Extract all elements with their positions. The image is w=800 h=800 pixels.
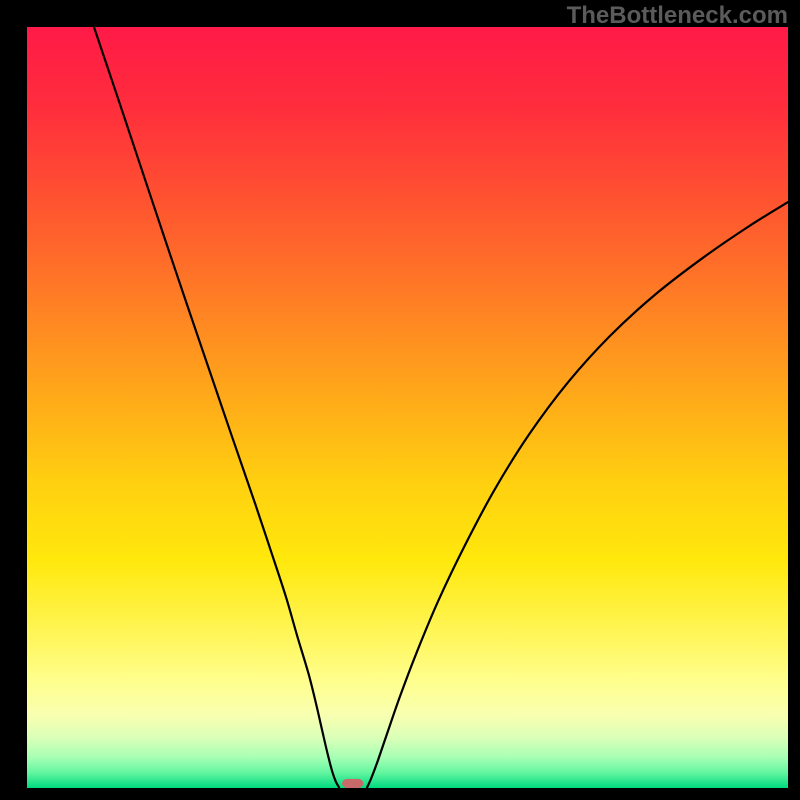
watermark-label: TheBottleneck.com [567,2,788,30]
plot-area [27,27,788,788]
optimal-marker [342,779,363,788]
chart-frame: TheBottleneck.com [0,0,800,800]
bottleneck-chart [0,0,800,800]
